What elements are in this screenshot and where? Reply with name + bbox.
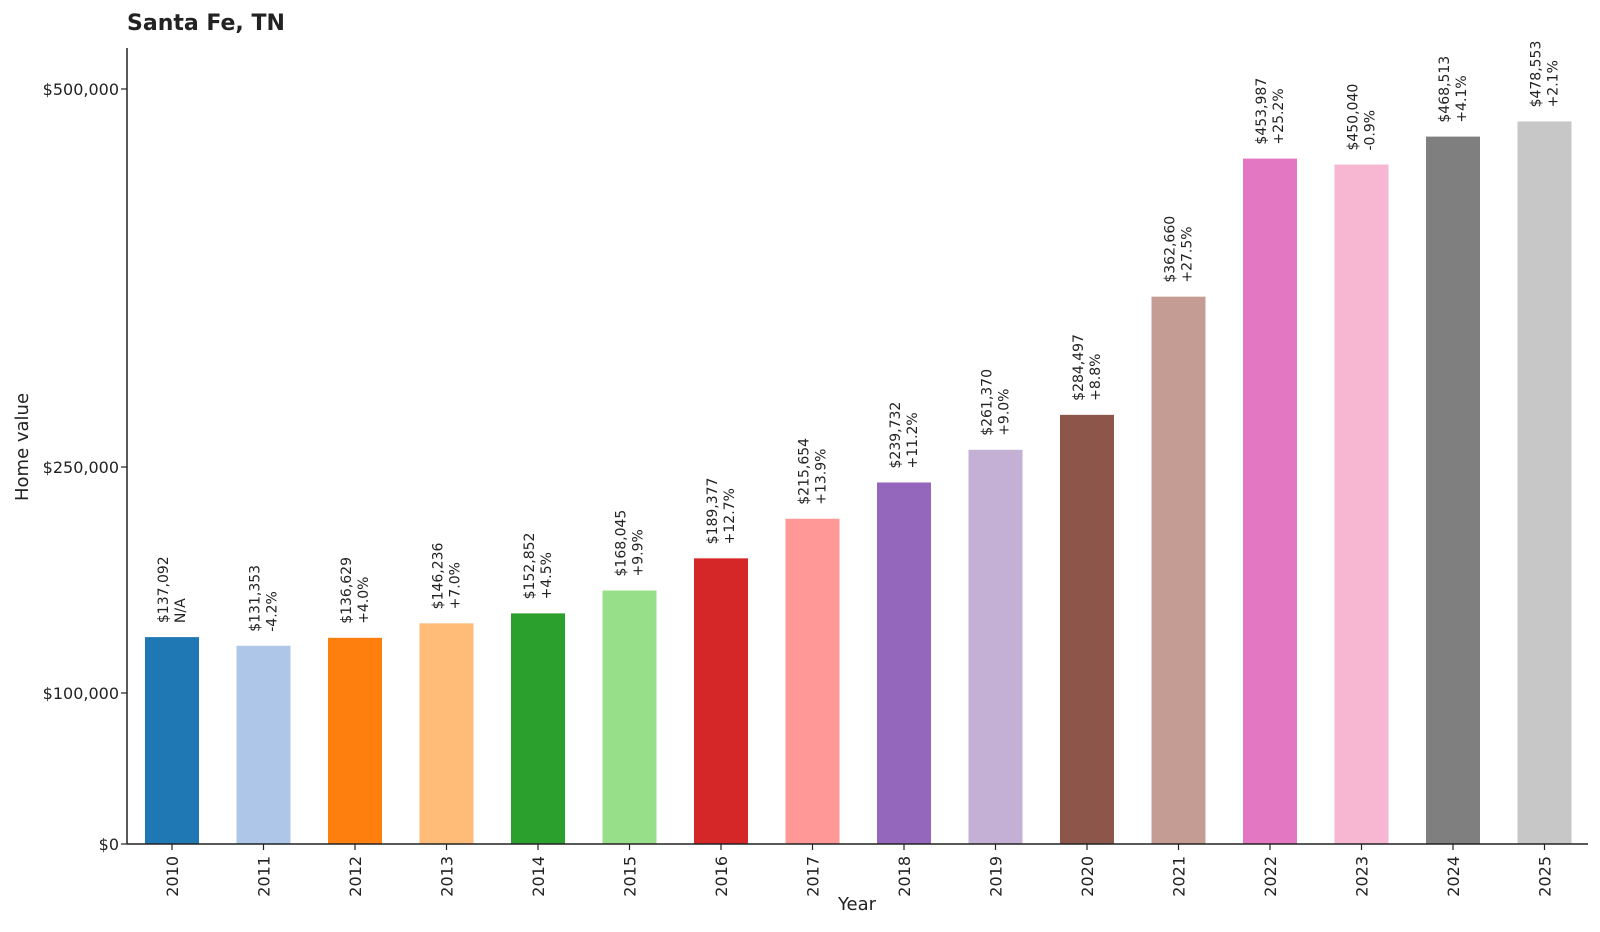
x-tick-label-2015: 2015 (621, 856, 640, 897)
change-label-2017: +13.9% (814, 449, 830, 505)
x-tick-label-2022: 2022 (1261, 856, 1280, 897)
change-label-2014: +4.5% (539, 552, 555, 599)
y-axis-label: Home value (12, 393, 33, 501)
bar-2023 (1334, 164, 1389, 844)
x-ticks-group: 2010 2011 2012 2013 2014 2015 2016 2017 2018 2019… (163, 844, 1555, 897)
bar-2016 (694, 558, 748, 844)
change-label-2018: +11.2% (905, 412, 921, 468)
value-label-2011: $131,353 (248, 565, 264, 632)
change-label-2020: +8.8% (1088, 354, 1104, 401)
bar-label-2019: $261,370 +9.0% (980, 369, 1013, 436)
change-label-2011: -4.2% (265, 591, 281, 632)
y-tick-label-3: $500,000 (43, 80, 119, 99)
x-tick-label-2012: 2012 (346, 856, 365, 897)
change-label-2024: +4.1% (1454, 75, 1470, 122)
bars-group (145, 121, 1572, 845)
bar-label-2020: $284,497 +8.8% (1071, 334, 1104, 401)
bar-2024 (1426, 136, 1480, 844)
bar-label-2018: $239,732 +11.2% (888, 402, 921, 469)
bar-label-2010: $137,092 N/A (156, 556, 189, 623)
bar-2020 (1060, 414, 1114, 844)
x-tick-label-2025: 2025 (1536, 856, 1555, 897)
y-tick-label-2: $250,000 (43, 458, 119, 477)
change-label-2015: +9.9% (631, 529, 647, 576)
change-label-2010: N/A (173, 598, 189, 623)
bar-label-2021: $362,660 +27.5% (1163, 216, 1196, 283)
chart-title: Santa Fe, TN (127, 11, 285, 36)
y-tick-label-0: $0 (99, 835, 119, 854)
x-tick-label-2013: 2013 (438, 856, 457, 897)
x-tick-label-2018: 2018 (895, 856, 914, 897)
bar-2025 (1517, 121, 1572, 845)
change-label-2019: +9.0% (997, 388, 1013, 435)
bar-label-2014: $152,852 +4.5% (522, 533, 555, 600)
value-label-2020: $284,497 (1071, 334, 1087, 401)
bar-2018 (877, 482, 931, 844)
change-label-2013: +7.0% (448, 562, 464, 609)
bar-label-2024: $468,513 +4.1% (1437, 56, 1470, 123)
value-label-2023: $450,040 (1346, 84, 1362, 151)
value-label-2025: $478,553 (1529, 41, 1545, 108)
bar-label-2012: $136,629 +4.0% (339, 557, 372, 624)
x-tick-label-2016: 2016 (712, 856, 731, 897)
bar-label-2023: $450,040 -0.9% (1346, 84, 1379, 151)
value-label-2018: $239,732 (888, 402, 904, 469)
value-label-2017: $215,654 (797, 438, 813, 505)
change-label-2012: +4.0% (356, 576, 372, 623)
bar-label-2011: $131,353 -4.2% (248, 565, 281, 632)
bar-label-2025: $478,553 +2.1% (1529, 41, 1562, 108)
bar-label-2016: $189,377 +12.7% (705, 478, 738, 545)
value-label-2019: $261,370 (980, 369, 996, 436)
value-label-2016: $189,377 (705, 478, 721, 545)
value-label-2022: $453,987 (1254, 78, 1270, 145)
x-axis-label: Year (837, 894, 877, 915)
bar-2015 (602, 590, 657, 844)
bar-2012 (328, 637, 382, 844)
value-label-2015: $168,045 (614, 510, 630, 577)
y-ticks-group: $0 $100,000 $250,000 $500,000 (43, 80, 127, 854)
change-label-2021: +27.5% (1180, 226, 1196, 282)
bar-2022 (1243, 158, 1297, 844)
value-label-2021: $362,660 (1163, 216, 1179, 283)
value-label-2012: $136,629 (339, 557, 355, 624)
bar-label-2022: $453,987 +25.2% (1254, 78, 1287, 145)
bar-label-2015: $168,045 +9.9% (614, 510, 647, 577)
change-label-2023: -0.9% (1363, 110, 1379, 151)
x-tick-label-2019: 2019 (987, 856, 1006, 897)
bar-2021 (1151, 296, 1206, 844)
bar-2010 (145, 637, 199, 844)
x-tick-label-2023: 2023 (1353, 856, 1372, 897)
change-label-2022: +25.2% (1271, 88, 1287, 144)
bar-2017 (785, 518, 840, 844)
x-tick-label-2021: 2021 (1170, 856, 1189, 897)
bar-label-2013: $146,236 +7.0% (431, 542, 464, 609)
change-label-2016: +12.7% (722, 488, 738, 544)
change-label-2025: +2.1% (1546, 60, 1562, 107)
bar-2014 (511, 613, 565, 844)
x-tick-label-2011: 2011 (255, 856, 274, 897)
value-label-2024: $468,513 (1437, 56, 1453, 123)
value-label-2013: $146,236 (431, 542, 447, 609)
bar-labels-group: $137,092 N/A $131,353 -4.2% $136,629 +4.0% $14… (156, 41, 1562, 632)
y-tick-label-1: $100,000 (43, 684, 119, 703)
x-tick-label-2010: 2010 (163, 856, 182, 897)
value-label-2010: $137,092 (156, 556, 172, 623)
bar-2011 (236, 645, 291, 844)
x-tick-label-2020: 2020 (1078, 856, 1097, 897)
x-tick-label-2014: 2014 (529, 856, 548, 897)
bar-2019 (968, 449, 1023, 844)
bar-2013 (419, 623, 474, 844)
value-label-2014: $152,852 (522, 533, 538, 600)
x-tick-label-2024: 2024 (1444, 856, 1463, 897)
bar-label-2017: $215,654 +13.9% (797, 438, 830, 505)
x-tick-label-2017: 2017 (804, 856, 823, 897)
